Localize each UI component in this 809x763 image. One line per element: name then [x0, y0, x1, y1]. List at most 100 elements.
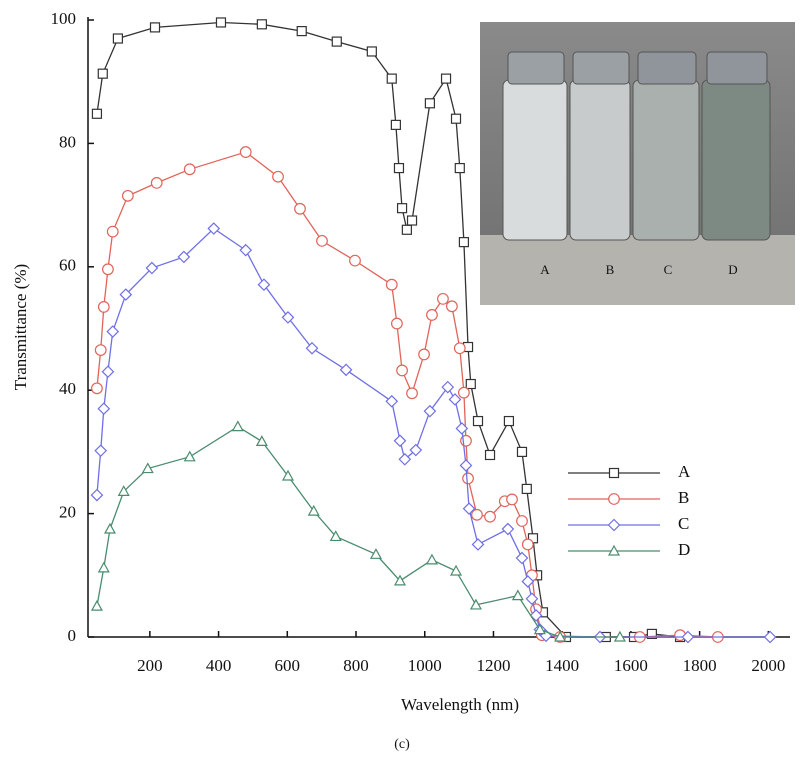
marker: [607, 518, 621, 532]
marker: [409, 443, 423, 457]
x-tick-label: 1000: [408, 656, 442, 675]
marker: [103, 522, 117, 534]
marker: [454, 162, 465, 174]
x-tick-label: 1600: [614, 656, 648, 675]
marker: [501, 522, 515, 536]
marker: [117, 485, 130, 496]
marker: [521, 575, 535, 588]
marker: [608, 493, 620, 505]
marker: [393, 162, 405, 174]
marker: [97, 68, 108, 79]
inset-photo: [480, 22, 795, 305]
marker: [101, 365, 115, 379]
marker: [256, 19, 267, 30]
marker: [339, 363, 353, 377]
marker: [608, 467, 620, 479]
caption: (c): [394, 737, 410, 752]
marker: [471, 538, 485, 551]
marker: [441, 380, 455, 394]
marker: [255, 435, 268, 447]
series-line: [96, 425, 620, 638]
marker: [449, 564, 463, 576]
marker: [465, 378, 476, 390]
marker: [525, 592, 539, 606]
marker: [533, 623, 546, 635]
marker: [440, 73, 452, 84]
marker: [471, 508, 483, 521]
inset-label: C: [664, 262, 673, 277]
marker: [149, 22, 161, 33]
marker: [646, 628, 657, 640]
marker: [445, 300, 458, 313]
marker: [681, 630, 695, 644]
marker: [183, 163, 196, 176]
y-tick-label: 100: [51, 9, 77, 28]
marker: [521, 483, 532, 495]
y-tick-label: 0: [68, 626, 77, 645]
y-tick-label: 80: [59, 132, 76, 151]
marker: [207, 222, 221, 235]
marker: [455, 422, 469, 435]
marker: [393, 574, 407, 586]
marker: [472, 415, 484, 427]
marker: [406, 215, 418, 226]
marker: [398, 452, 412, 466]
marker: [369, 548, 382, 559]
marker: [281, 469, 295, 481]
marker: [329, 530, 342, 542]
marker: [396, 364, 408, 377]
marker: [462, 472, 474, 485]
marker: [177, 250, 191, 264]
y-axis-title: Transmittance (%): [11, 264, 30, 390]
marker: [349, 254, 361, 267]
marker: [94, 444, 108, 458]
x-tick-label: 200: [137, 656, 163, 675]
marker: [90, 488, 104, 502]
inset-label: A: [540, 262, 550, 277]
marker: [506, 493, 518, 506]
legend-label: D: [678, 540, 690, 559]
marker: [423, 404, 437, 418]
marker: [150, 176, 163, 189]
legend-label: C: [678, 514, 689, 533]
x-axis-title: Wavelength (nm): [401, 695, 519, 714]
marker: [94, 344, 107, 356]
y-tick-label: 40: [59, 379, 76, 398]
marker: [97, 561, 110, 573]
marker: [554, 630, 567, 642]
y-tick-label: 20: [59, 503, 76, 522]
marker: [121, 189, 134, 202]
inset-label: D: [728, 262, 737, 277]
x-tick-label: 1200: [476, 656, 510, 675]
marker: [366, 46, 377, 57]
marker: [503, 415, 515, 427]
y-tick-label: 60: [59, 256, 76, 275]
inset-label: B: [606, 262, 615, 277]
legend-label: B: [678, 488, 689, 507]
marker: [448, 393, 462, 406]
marker: [453, 342, 466, 355]
marker: [516, 515, 528, 527]
marker: [511, 589, 524, 601]
x-tick-label: 400: [206, 656, 232, 675]
marker: [257, 278, 271, 292]
x-tick-label: 800: [343, 656, 369, 675]
marker: [231, 420, 244, 432]
marker: [112, 33, 123, 44]
marker: [239, 243, 253, 257]
marker: [390, 119, 401, 130]
marker: [385, 278, 398, 291]
marker: [425, 553, 438, 565]
x-tick-label: 1400: [545, 656, 579, 675]
legend-label: A: [678, 462, 691, 481]
marker: [459, 459, 473, 472]
marker: [294, 202, 306, 215]
marker: [458, 237, 470, 248]
marker: [386, 73, 397, 84]
marker: [437, 292, 449, 305]
marker: [406, 387, 418, 400]
marker: [613, 630, 626, 642]
marker: [393, 434, 407, 448]
marker: [462, 502, 476, 516]
marker: [529, 609, 543, 622]
